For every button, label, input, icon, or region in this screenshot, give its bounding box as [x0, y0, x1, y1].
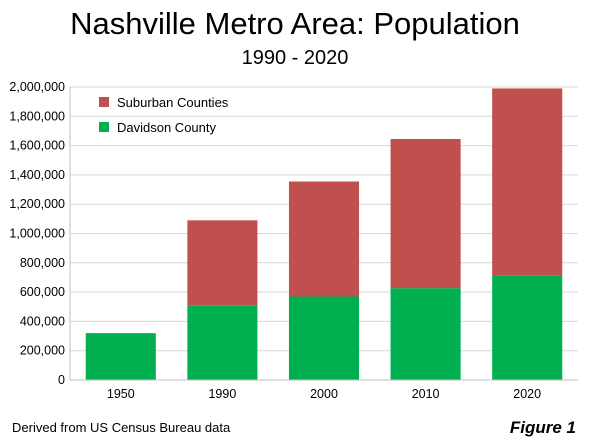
y-axis-ticks: 0 200,000 400,000 600,000 800,000 1,000,000 1,… — [9, 80, 65, 387]
x-tick-label: 2000 — [310, 387, 338, 401]
legend-swatch-suburban — [99, 97, 109, 107]
bar-davidson-county — [492, 275, 563, 380]
figure-label: Figure 1 — [509, 418, 576, 437]
y-tick-label: 1,600,000 — [9, 139, 65, 153]
bar-suburban-counties — [492, 88, 563, 276]
bar-suburban-counties — [187, 220, 258, 306]
y-tick-label: 0 — [58, 373, 65, 387]
legend-label-suburban: Suburban Counties — [117, 95, 229, 110]
y-tick-label: 400,000 — [20, 314, 65, 328]
chart-subtitle: 1990 - 2020 — [242, 47, 349, 69]
bar-davidson-county — [390, 288, 461, 380]
y-tick-label: 2,000,000 — [9, 80, 65, 94]
bar-suburban-counties — [390, 139, 461, 289]
y-tick-label: 800,000 — [20, 256, 65, 270]
legend-label-davidson: Davidson County — [117, 120, 216, 135]
x-tick-label: 1950 — [107, 387, 135, 401]
x-tick-label: 1990 — [208, 387, 236, 401]
bar-davidson-county — [85, 333, 156, 380]
bars — [85, 88, 563, 380]
source-note: Derived from US Census Bureau data — [12, 420, 231, 435]
y-tick-label: 200,000 — [20, 344, 65, 358]
x-tick-label: 2020 — [513, 387, 541, 401]
y-tick-label: 1,200,000 — [9, 197, 65, 211]
bar-davidson-county — [187, 305, 258, 380]
legend: Suburban Counties Davidson County — [99, 95, 229, 135]
bar-davidson-county — [288, 296, 360, 380]
x-tick-label: 2010 — [412, 387, 440, 401]
y-tick-label: 1,000,000 — [9, 227, 65, 241]
x-axis-ticks: 1950 1990 2000 2010 2020 — [107, 387, 541, 401]
y-tick-label: 1,800,000 — [9, 109, 65, 123]
y-tick-label: 600,000 — [20, 285, 65, 299]
bar-suburban-counties — [288, 181, 360, 297]
y-tick-label: 1,400,000 — [9, 168, 65, 182]
chart-title: Nashville Metro Area: Population — [70, 6, 520, 41]
legend-swatch-davidson — [99, 122, 109, 132]
